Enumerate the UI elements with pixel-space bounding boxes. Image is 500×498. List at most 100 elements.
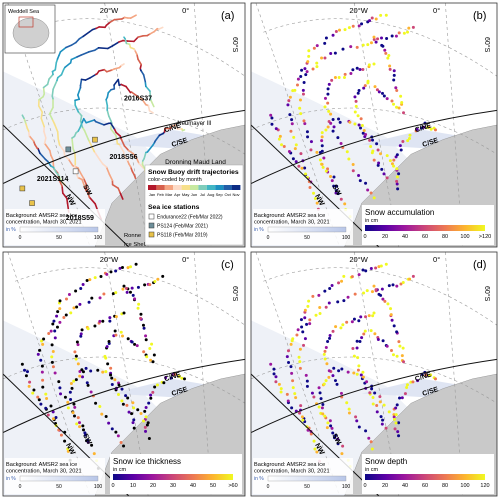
trajectory-point [320,406,324,410]
trajectory-point [357,364,361,368]
trajectory-point [353,95,357,99]
lat-label-60s: 60°S [231,37,239,53]
trajectory-segment [154,134,161,143]
trajectory-point [290,122,294,126]
trajectory-point [82,428,86,432]
trajectory-point [76,362,80,366]
buoy-label: 2018S56 [109,154,137,161]
trajectory-point [372,158,376,162]
trajectory-point [312,395,316,399]
trajectory-point [311,67,315,71]
trajectory-point [390,99,394,103]
trajectory-point [422,125,426,129]
trajectory-point [282,144,286,148]
trajectory-point [363,84,367,88]
trajectory-point [347,411,351,415]
region-label-cse: C/SE [422,386,440,398]
trajectory-segment [59,46,67,53]
trajectory-point [355,419,359,423]
trajectory-point [291,337,295,341]
trajectory-segment [120,138,126,147]
sic-unit: in % [254,227,264,233]
trajectory-point [402,31,406,35]
trajectory-point [290,118,294,122]
panel-letter: (b) [473,10,486,22]
trajectory-segment [142,74,147,83]
trajectory-point [400,396,404,400]
trajectory-point [278,134,282,138]
month-label: Jul [200,192,205,197]
colorbar-gradient [113,474,233,480]
trajectory-point [50,343,54,347]
trajectory-segment [149,98,155,108]
colorbar-tick: 60 [422,234,428,240]
trajectory-segment [135,156,140,165]
trajectory-point [32,388,36,392]
trajectory-point [376,163,380,167]
trajectory-point [101,319,105,323]
trajectory-point [144,334,148,338]
trajectory-segment [21,114,25,120]
trajectory-segment [120,83,127,88]
inset-antarctica [12,17,50,49]
trajectory-point [340,279,344,283]
colorbar-unit: in cm [365,218,379,224]
panel-frame [2,2,246,248]
trajectory-point [169,376,173,380]
trajectory-point [149,358,153,362]
trajectory-point [343,28,347,32]
trajectory-point [289,365,293,369]
meridian-20w [104,3,149,247]
trajectory-point [151,360,155,364]
trajectory-point [108,316,112,320]
trajectory-point [311,294,315,298]
trajectory-point [351,162,355,166]
trajectory-point [301,92,305,96]
trajectory-point [58,299,62,303]
region-label-sw: SW [81,433,93,447]
trajectory-segment [133,36,139,43]
trajectory-point [98,319,102,323]
trajectory-point [113,378,117,382]
trajectory-point [75,305,79,309]
trajectory-point [142,350,146,354]
trajectory-point [385,36,389,40]
sic-colorbar [267,226,347,233]
trajectory-point [328,419,332,423]
trajectory-segment [97,46,109,50]
trajectory-point [391,353,395,357]
trajectory-point [398,144,402,148]
trajectory-point [104,414,108,418]
trajectory-point [356,368,360,372]
trajectory-point [334,189,338,193]
trajectory-point [114,333,118,337]
trajectory-point [128,290,132,294]
trajectory-point [360,22,364,26]
trajectory-point [309,140,313,144]
trajectory-point [370,16,374,20]
trajectory-point [144,429,148,433]
trajectory-point [145,355,149,359]
trajectory-point [331,33,335,37]
trajectory-point [385,344,389,348]
trajectory-point [398,396,402,400]
trajectory-point [386,56,390,60]
trajectory-point [341,444,345,448]
region-label-nw: NW [313,193,325,207]
sic-tick: 50 [56,484,62,490]
trajectory-point [145,423,149,427]
trajectory-point [117,392,121,396]
trajectory-point [335,184,339,188]
trajectory-point [131,293,135,297]
trajectory-point [339,326,343,330]
trajectory-point [121,402,125,406]
trajectory-point [321,412,325,416]
trajectory-point [321,403,325,407]
trajectory-point [289,342,293,346]
trajectory-point [388,159,392,163]
trajectory-point [137,302,141,306]
trajectory-segment [38,95,44,101]
trajectory-segment [60,68,65,76]
trajectory-point [295,83,299,87]
trajectory-point [293,88,297,92]
